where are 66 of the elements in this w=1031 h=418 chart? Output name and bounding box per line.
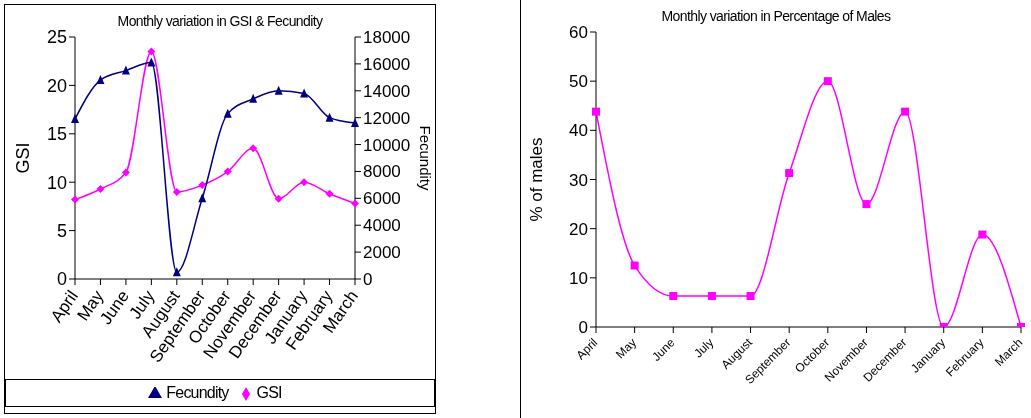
y-axis-title: GSI: [13, 142, 34, 174]
point: [785, 169, 794, 178]
point: [274, 194, 283, 203]
y-axis-title: % of males: [527, 137, 547, 222]
y-tick-label: 60: [569, 23, 588, 43]
point: [198, 193, 207, 203]
point: [147, 47, 156, 56]
point: [172, 267, 181, 277]
x-tick-label: May: [613, 335, 639, 362]
y-tick-label: 30: [569, 170, 588, 190]
legend-label: GSI: [256, 384, 282, 401]
point: [351, 199, 359, 208]
point: [147, 57, 156, 67]
y2-tick-label: 18000: [363, 28, 411, 48]
point: [351, 118, 359, 128]
y2-tick-label: 0: [363, 270, 373, 290]
point: [325, 112, 334, 122]
point: [592, 107, 600, 116]
y2-axis-title: Fecundity: [416, 125, 434, 192]
point: [823, 77, 832, 86]
y-tick-label: 25: [46, 27, 67, 48]
point: [746, 292, 755, 301]
point: [274, 85, 283, 95]
point: [630, 261, 639, 270]
point: [96, 75, 105, 85]
y-tick-label: 40: [569, 121, 588, 141]
y2-tick-label: 10000: [363, 135, 411, 155]
y2-tick-label: 12000: [363, 108, 411, 128]
point: [121, 168, 130, 177]
y2-tick-label: 16000: [363, 54, 411, 74]
point: [669, 292, 678, 301]
y-tick-label: 20: [569, 219, 588, 239]
point: [978, 230, 987, 239]
point: [901, 107, 910, 116]
y-tick-label: 15: [46, 124, 67, 145]
point: [707, 292, 716, 301]
y-tick-label: 50: [569, 72, 588, 92]
chart-title: Monthly variation in Percentage of Males: [660, 7, 892, 24]
y2-tick-label: 4000: [363, 216, 401, 236]
point: [300, 178, 309, 187]
point: [325, 189, 334, 198]
point: [96, 184, 105, 193]
x-tick-label: July: [691, 335, 717, 361]
y-tick-label: 10: [569, 268, 588, 288]
y2-tick-label: 2000: [363, 243, 401, 263]
point: [71, 114, 79, 124]
point: [300, 88, 309, 98]
y-tick-label: 5: [56, 220, 67, 241]
point: [223, 108, 232, 118]
point: [249, 93, 258, 103]
y2-tick-label: 6000: [363, 189, 401, 209]
y-tick-label: 10: [46, 172, 67, 193]
y-tick-label: 0: [56, 269, 67, 290]
point: [172, 187, 181, 196]
point: [249, 144, 258, 153]
y2-tick-label: 8000: [363, 162, 401, 182]
legend-label: Fecundity: [166, 384, 229, 401]
y2-tick-label: 14000: [363, 81, 411, 101]
point: [198, 181, 207, 190]
point: [71, 195, 79, 204]
y-tick-label: 0: [578, 318, 588, 338]
point: [862, 200, 871, 209]
y-tick-label: 20: [46, 75, 67, 96]
point: [121, 65, 130, 75]
point: [223, 167, 232, 176]
chart-title: Monthly variation in GSI & Fecundity: [116, 12, 324, 29]
